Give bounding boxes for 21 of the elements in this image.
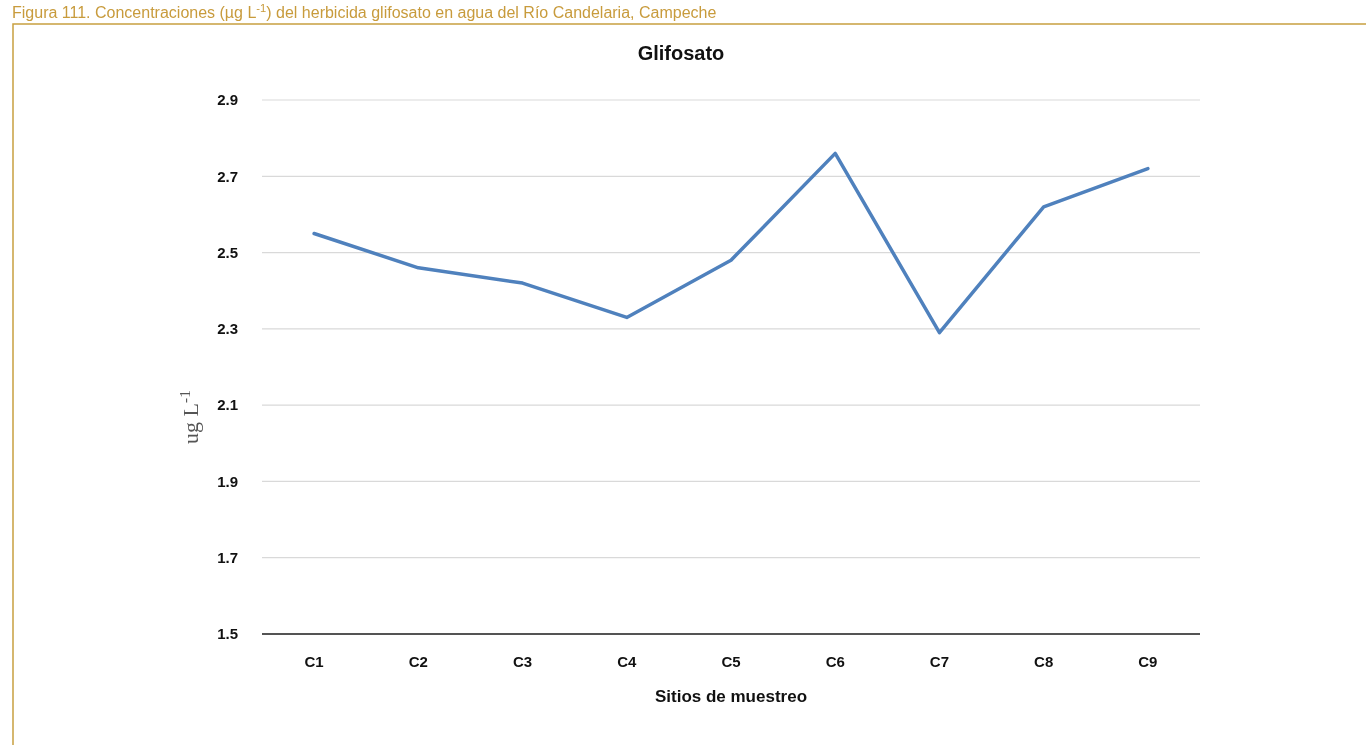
x-tick-label: C1 <box>304 653 324 670</box>
y-tick-label: 2.7 <box>217 167 238 185</box>
x-axis-title: Sitios de muestreo <box>654 687 808 706</box>
line-series <box>312 151 1150 335</box>
y-tick-label: 1.7 <box>217 548 238 566</box>
x-tick-label: C6 <box>825 653 845 670</box>
x-tick-label: C9 <box>1138 653 1158 670</box>
x-tick-label: C4 <box>617 653 638 670</box>
y-tick-label: 2.3 <box>217 320 238 338</box>
y-tick-label: 2.5 <box>217 243 238 261</box>
chart-title: Glifosato <box>637 42 725 64</box>
x-tick-label: C2 <box>408 653 428 670</box>
y-tick-label: 2.9 <box>217 91 238 109</box>
y-tick-label: 1.5 <box>217 625 238 643</box>
text: Figura 111. Concentraciones (µg L$^{-1}$) del herbicida glifosato en agua del Río Candelaria, Campeche <box>12 2 717 21</box>
x-tick-label: C8 <box>1034 653 1054 670</box>
x-tick-label: C5 <box>721 653 741 670</box>
x-tick-label: C3 <box>512 653 533 670</box>
y-tick-label: 1.9 <box>217 472 238 490</box>
y-tick-label: 2.1 <box>217 396 238 414</box>
x-tick-label: C7 <box>929 653 950 670</box>
